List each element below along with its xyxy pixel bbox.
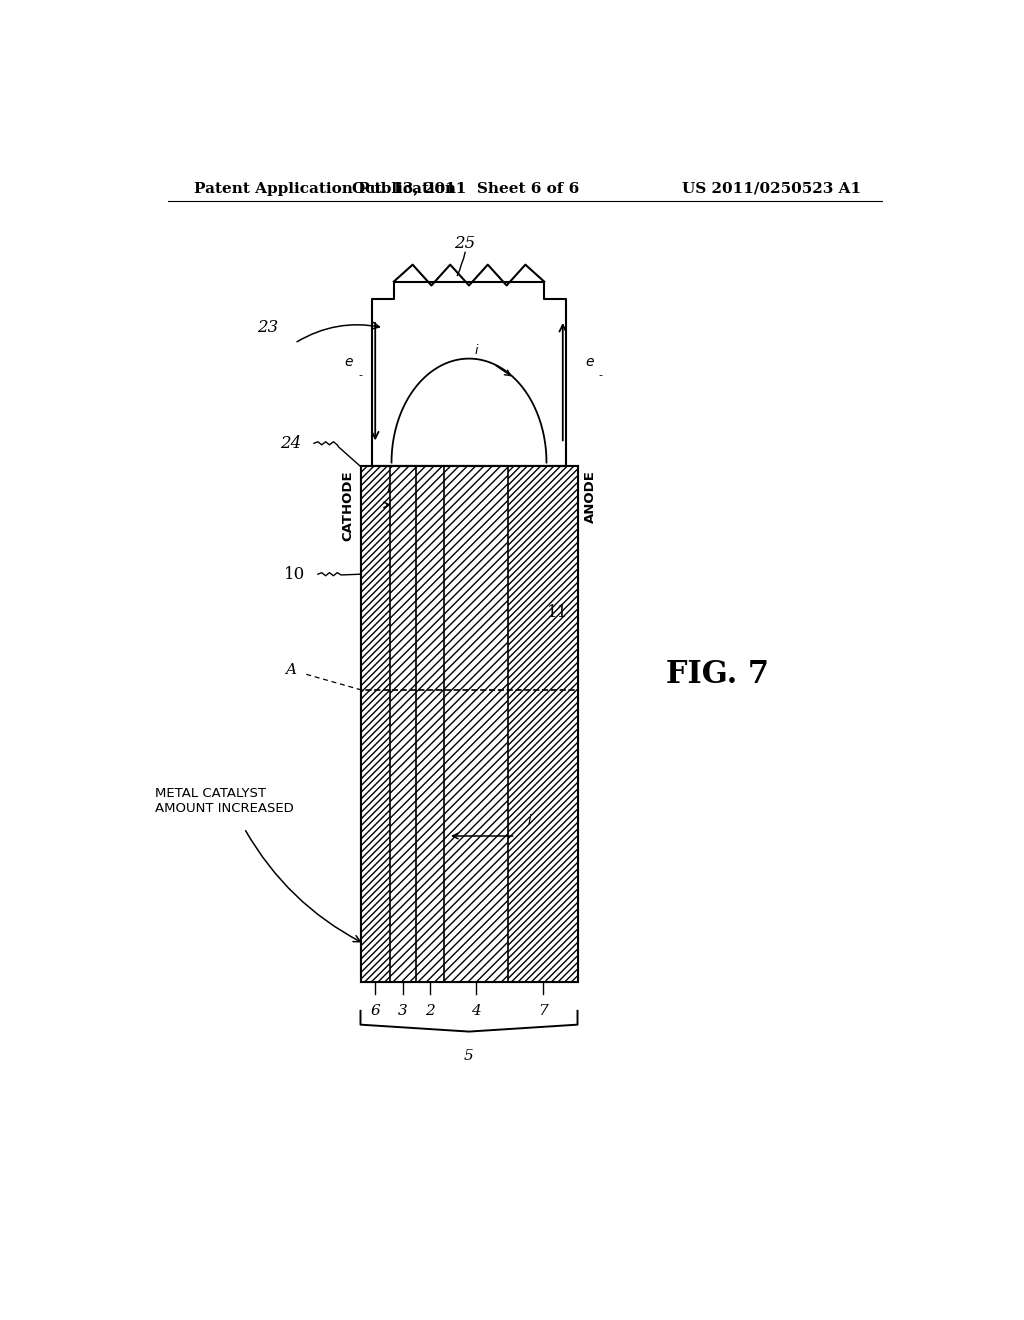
Text: 7: 7 (538, 1005, 548, 1018)
Bar (508, 466, 578, 982)
Bar (360, 690, 578, 982)
Text: FIG. 7: FIG. 7 (666, 659, 768, 690)
Text: 3: 3 (398, 1005, 408, 1018)
Text: METAL CATALYST
AMOUNT INCREASED: METAL CATALYST AMOUNT INCREASED (155, 787, 294, 816)
Bar (417, 466, 444, 982)
Text: i: i (474, 345, 478, 356)
Text: CATHODE: CATHODE (341, 470, 354, 541)
Text: 2: 2 (425, 1005, 435, 1018)
Text: i: i (386, 483, 389, 496)
Text: US 2011/0250523 A1: US 2011/0250523 A1 (682, 182, 861, 195)
Text: A: A (286, 664, 296, 677)
Bar (360, 466, 390, 982)
Text: -: - (358, 370, 362, 380)
Text: 24: 24 (281, 434, 301, 451)
Text: 11: 11 (547, 605, 567, 622)
Text: 25: 25 (455, 235, 476, 252)
Text: 23: 23 (257, 319, 279, 337)
Text: e: e (585, 355, 593, 370)
Bar (360, 466, 578, 982)
Text: e: e (345, 355, 353, 370)
Bar (444, 466, 508, 982)
Bar (390, 466, 417, 982)
Text: 4: 4 (471, 1005, 481, 1018)
Text: i: i (527, 814, 530, 828)
Bar (360, 466, 578, 982)
Text: 10: 10 (284, 566, 305, 582)
Text: -: - (599, 370, 603, 380)
Text: ANODE: ANODE (584, 470, 597, 523)
Text: Oct. 13, 2011  Sheet 6 of 6: Oct. 13, 2011 Sheet 6 of 6 (351, 182, 579, 195)
Text: 5: 5 (464, 1048, 474, 1063)
Text: 6: 6 (371, 1005, 380, 1018)
Text: Patent Application Publication: Patent Application Publication (194, 182, 456, 195)
